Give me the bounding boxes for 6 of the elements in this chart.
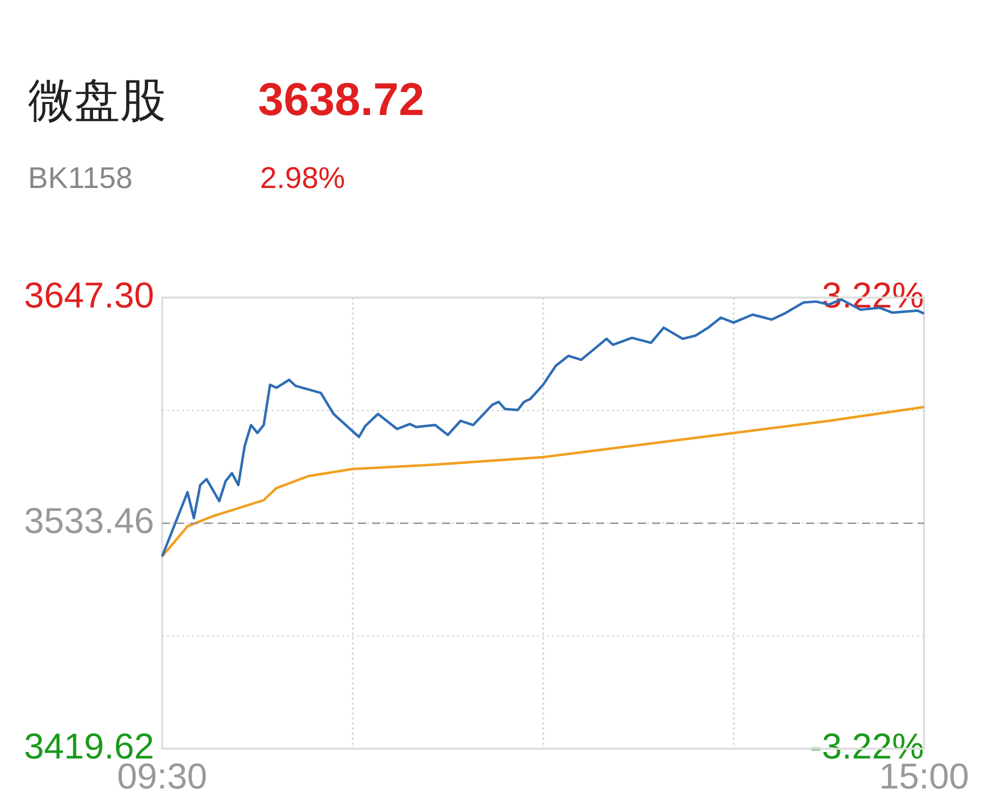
text: 3638.72 [258, 72, 424, 126]
y-tick-label: 3647.30 [24, 274, 154, 316]
y-tick-label: 3533.46 [24, 500, 154, 542]
text: 2.98% [260, 162, 346, 196]
chart-subtitle: BK1158 [28, 162, 133, 196]
chart-title: 微盘股 [28, 72, 166, 129]
